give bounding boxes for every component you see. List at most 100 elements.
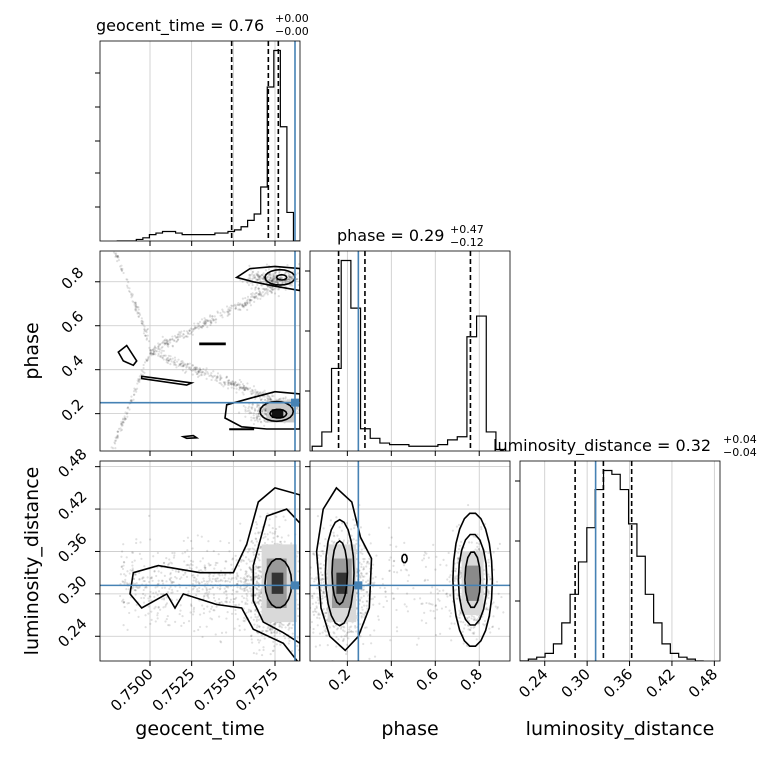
sample-point: [228, 601, 231, 604]
title-geocent-time-minus: −0.00: [275, 25, 309, 38]
sample-point: [436, 588, 439, 591]
sample-point: [191, 588, 194, 591]
sample-point: [288, 276, 291, 279]
sample-point: [371, 577, 375, 580]
sample-point: [250, 419, 253, 422]
sample-point: [282, 515, 285, 518]
sample-point: [150, 352, 153, 355]
sample-point: [467, 619, 471, 622]
sample-point: [147, 605, 150, 608]
sample-point: [238, 303, 241, 307]
panel-frame-1-1: [309, 250, 511, 452]
sample-point: [263, 289, 266, 292]
sample-point: [448, 576, 451, 579]
sample-point: [197, 369, 200, 373]
sample-point: [291, 632, 294, 635]
sample-point: [255, 416, 258, 419]
sample-point: [308, 547, 310, 549]
sample-point: [257, 574, 260, 578]
sample-point: [355, 539, 358, 542]
sample-point: [136, 306, 139, 309]
sample-point: [449, 612, 453, 615]
sample-point: [203, 566, 206, 569]
sample-point: [263, 407, 266, 411]
sample-point: [143, 579, 146, 583]
sample-point: [257, 582, 260, 585]
sample-point: [151, 349, 154, 352]
sample-point: [134, 309, 137, 312]
sample-point: [335, 628, 339, 631]
sample-point: [246, 295, 250, 298]
sample-point: [260, 295, 263, 298]
sample-point: [139, 377, 142, 380]
sample-point: [260, 273, 264, 277]
sample-point: [157, 345, 160, 348]
sample-point: [459, 612, 462, 615]
sample-point: [158, 343, 162, 346]
sample-point: [247, 579, 250, 582]
sample-point: [239, 539, 242, 542]
sample-point: [124, 580, 127, 584]
sample-point: [278, 270, 281, 273]
sample-point: [253, 419, 257, 422]
sample-point: [189, 563, 192, 566]
sample-point: [131, 569, 134, 572]
sample-point: [388, 569, 391, 573]
sample-point: [219, 377, 222, 380]
sample-point: [248, 298, 252, 301]
sample-point: [245, 597, 248, 600]
sample-point: [154, 605, 157, 608]
sample-point: [269, 277, 272, 280]
sample-point: [405, 569, 409, 572]
sample-point: [214, 318, 217, 321]
sample-point: [265, 289, 268, 292]
sample-point: [138, 375, 141, 378]
sample-point: [242, 393, 245, 396]
sample-point: [191, 373, 194, 376]
sample-point: [263, 419, 266, 422]
sample-point: [213, 567, 216, 570]
sample-point: [210, 321, 213, 325]
sample-point: [253, 409, 257, 412]
sample-point: [472, 632, 475, 636]
sample-point: [487, 608, 490, 611]
sample-point: [154, 620, 157, 623]
sample-point: [179, 609, 182, 612]
sample-point: [234, 305, 238, 308]
sample-point: [286, 398, 289, 401]
sample-point: [136, 382, 139, 385]
sample-point: [244, 408, 247, 411]
sample-point: [251, 295, 255, 299]
sample-point: [203, 322, 206, 325]
sample-point: [260, 595, 263, 599]
sample-point: [186, 563, 189, 566]
sample-point: [214, 633, 217, 636]
sample-point: [257, 273, 260, 276]
sample-point: [249, 304, 253, 307]
sample-point: [189, 327, 192, 330]
sample-point: [148, 346, 151, 349]
sample-point: [125, 582, 129, 585]
sample-point: [135, 387, 139, 390]
sample-point: [472, 615, 475, 618]
sample-point: [257, 618, 260, 621]
sample-point: [195, 366, 198, 369]
sample-point: [271, 287, 274, 291]
sample-point: [227, 379, 231, 382]
sample-point: [120, 600, 124, 603]
contour-line: [457, 533, 488, 626]
sample-point: [244, 556, 248, 559]
sample-point: [362, 568, 365, 571]
sample-point: [310, 566, 312, 569]
sample-point: [457, 523, 461, 526]
sample-point: [246, 588, 249, 591]
sample-point: [377, 615, 380, 618]
sample-point: [258, 274, 261, 278]
sample-point: [165, 596, 168, 599]
sample-point: [153, 352, 156, 355]
sample-point: [257, 566, 260, 569]
sample-point: [116, 259, 119, 263]
sample-point: [360, 589, 363, 592]
sample-point: [415, 643, 419, 646]
sample-point: [244, 573, 247, 576]
